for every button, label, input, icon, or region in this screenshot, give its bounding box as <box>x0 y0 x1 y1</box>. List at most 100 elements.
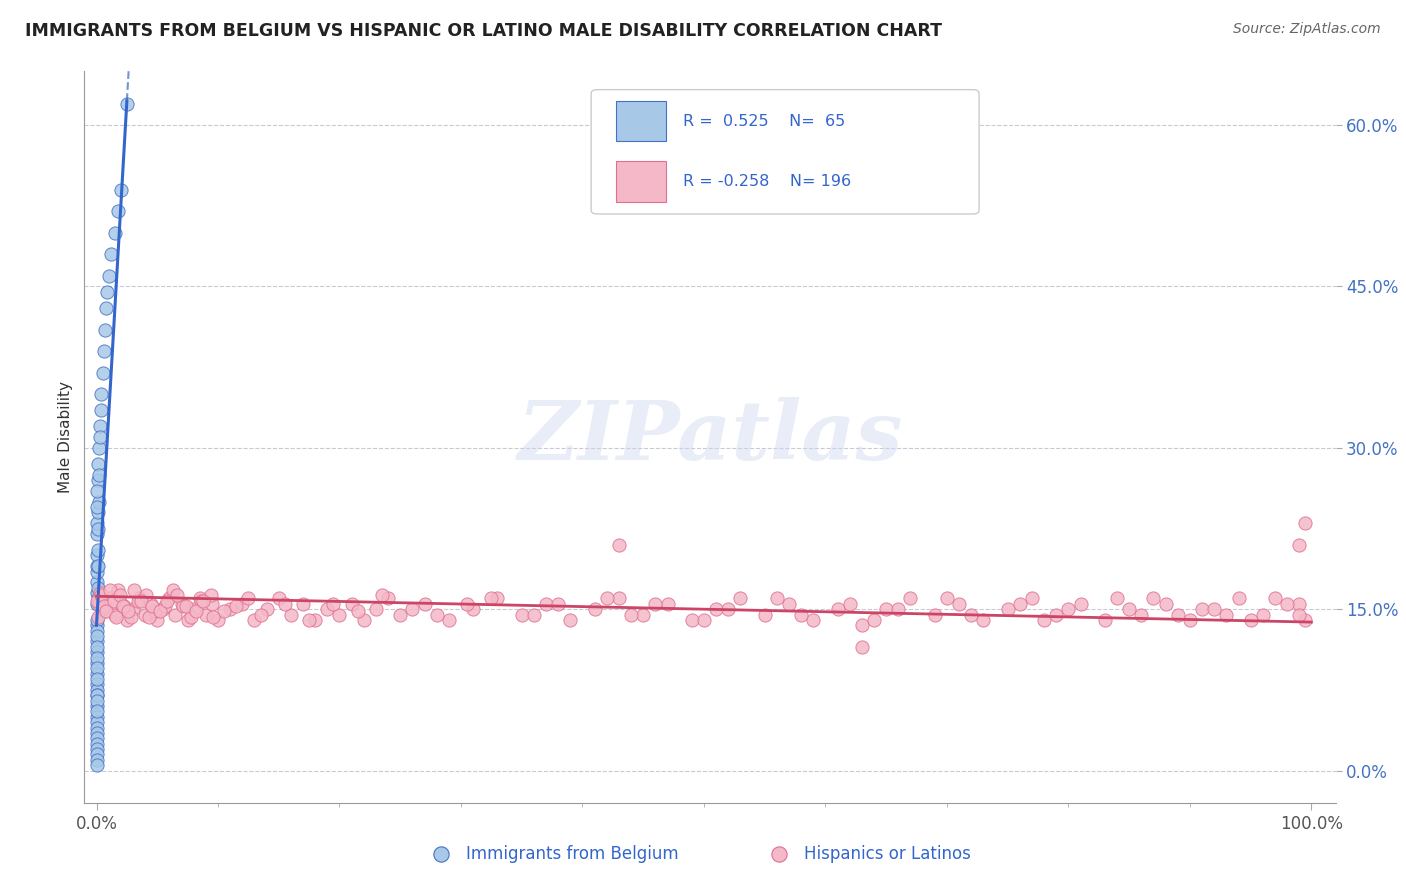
Point <box>730 591 752 606</box>
Point <box>86 645 108 659</box>
Point <box>86 650 108 665</box>
Point <box>86 597 108 611</box>
Point <box>87 521 110 535</box>
Point <box>486 591 509 606</box>
Point <box>463 602 485 616</box>
Point <box>1008 597 1031 611</box>
Text: Hispanics or Latinos: Hispanics or Latinos <box>804 845 970 863</box>
Point <box>87 581 110 595</box>
Point <box>86 634 108 648</box>
Point <box>620 607 643 622</box>
Point <box>87 494 110 508</box>
Point <box>86 575 108 590</box>
Point <box>1021 591 1043 606</box>
Point <box>87 441 110 455</box>
Point <box>790 607 813 622</box>
Point <box>176 599 198 613</box>
Point <box>86 705 108 719</box>
Point <box>644 597 666 611</box>
Point <box>93 344 115 359</box>
Point <box>165 607 187 622</box>
Point <box>115 96 138 111</box>
Text: ZIPatlas: ZIPatlas <box>517 397 903 477</box>
Point <box>1118 602 1140 616</box>
Point <box>86 758 108 772</box>
Point <box>364 602 387 616</box>
Point <box>1094 613 1116 627</box>
Point <box>87 505 110 519</box>
Point <box>1288 597 1310 611</box>
Point <box>328 607 350 622</box>
Point <box>86 656 108 670</box>
Point <box>87 473 110 487</box>
Point <box>183 602 205 616</box>
Point <box>875 602 897 616</box>
Point <box>456 597 478 611</box>
Point <box>89 586 111 600</box>
Point <box>86 715 108 730</box>
Point <box>135 588 157 602</box>
Point <box>851 618 873 632</box>
Point <box>863 613 886 627</box>
Point <box>172 599 194 613</box>
Point <box>98 582 121 597</box>
Point <box>413 597 436 611</box>
Point <box>90 588 112 602</box>
Point <box>87 543 110 558</box>
Point <box>87 467 110 482</box>
Point <box>86 677 108 691</box>
Point <box>180 609 202 624</box>
Point <box>298 613 321 627</box>
Point <box>1294 613 1316 627</box>
Point <box>114 599 136 613</box>
Point <box>96 301 118 315</box>
Point <box>86 688 108 702</box>
Point <box>86 500 108 514</box>
Point <box>887 602 910 616</box>
Point <box>510 607 533 622</box>
Point <box>122 602 145 616</box>
Text: IMMIGRANTS FROM BELGIUM VS HISPANIC OR LATINO MALE DISABILITY CORRELATION CHART: IMMIGRANTS FROM BELGIUM VS HISPANIC OR L… <box>25 22 942 40</box>
Point <box>184 604 207 618</box>
Point <box>207 613 229 627</box>
Point <box>1033 613 1056 627</box>
Point <box>97 591 120 606</box>
Point <box>346 604 368 618</box>
Point <box>935 591 957 606</box>
Point <box>128 591 150 606</box>
Point <box>292 597 315 611</box>
Point <box>972 613 994 627</box>
Point <box>1288 538 1310 552</box>
Point <box>86 731 108 746</box>
Point <box>166 588 188 602</box>
Point <box>94 322 117 336</box>
Point <box>86 483 108 498</box>
Bar <box>616 101 666 141</box>
Point <box>377 591 399 606</box>
Point <box>90 403 112 417</box>
Point <box>110 597 132 611</box>
Point <box>851 640 873 654</box>
Point <box>141 599 163 613</box>
Point <box>693 613 716 627</box>
Point <box>87 559 110 574</box>
Point <box>93 599 115 613</box>
Point <box>90 387 112 401</box>
Point <box>717 602 740 616</box>
Point <box>267 591 290 606</box>
Point <box>1178 613 1201 627</box>
Point <box>162 582 184 597</box>
Point <box>86 737 108 751</box>
Point <box>87 597 110 611</box>
Point <box>243 613 266 627</box>
Point <box>997 602 1019 616</box>
Point <box>91 602 114 616</box>
Point <box>108 588 131 602</box>
Point <box>146 613 169 627</box>
Point <box>120 609 142 624</box>
Point <box>801 613 824 627</box>
Point <box>117 604 139 618</box>
Point <box>201 597 224 611</box>
Point <box>86 693 108 707</box>
Point <box>103 593 125 607</box>
